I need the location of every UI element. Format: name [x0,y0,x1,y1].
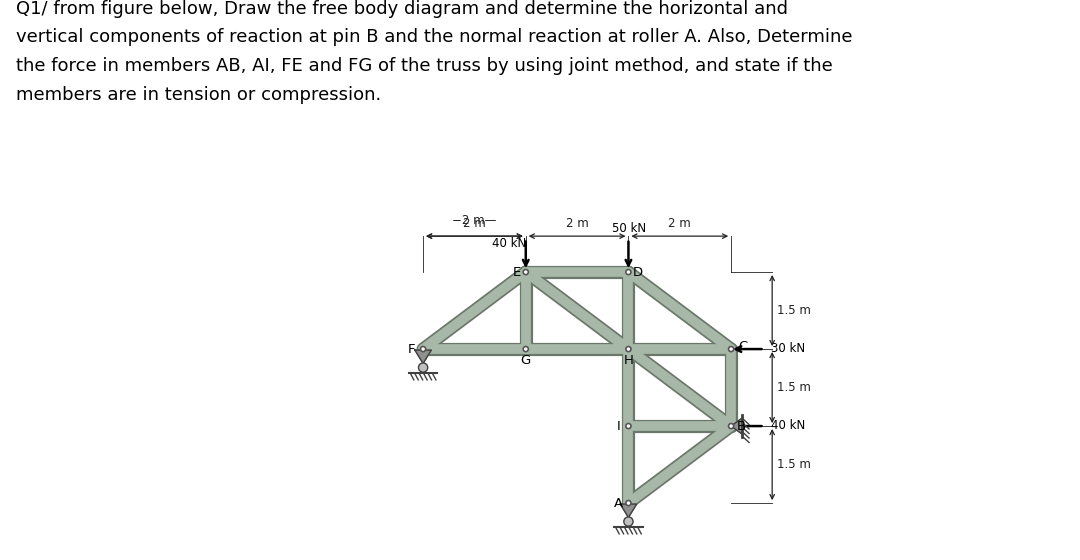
Text: 1.5 m: 1.5 m [778,458,811,471]
Text: 1.5 m: 1.5 m [778,381,811,394]
Text: Q1/ from figure below, Draw the free body diagram and determine the horizontal a: Q1/ from figure below, Draw the free bod… [16,0,853,104]
Text: 40 kN: 40 kN [492,237,526,250]
Polygon shape [620,504,636,517]
Text: C: C [738,340,747,353]
Circle shape [523,347,528,352]
Circle shape [523,269,528,274]
Text: B: B [737,419,746,432]
Text: H: H [623,354,633,367]
Circle shape [729,423,733,428]
Text: 2 m: 2 m [566,217,589,230]
Text: 50 kN: 50 kN [612,222,647,235]
Text: F: F [408,343,416,356]
Text: G: G [521,354,531,367]
Text: 2 m: 2 m [669,217,691,230]
Circle shape [624,517,633,526]
Text: A: A [613,497,623,510]
Circle shape [729,347,733,352]
Text: D: D [633,265,643,278]
Text: 2 m: 2 m [463,217,486,230]
Circle shape [626,501,631,506]
Text: 1.5 m: 1.5 m [778,304,811,317]
Circle shape [420,347,426,352]
Circle shape [626,269,631,274]
Circle shape [626,423,631,428]
Text: −2 m—: −2 m— [453,214,497,227]
Circle shape [418,363,428,372]
Text: I: I [617,419,620,432]
Text: E: E [512,265,521,278]
Text: 40 kN: 40 kN [771,418,806,432]
Polygon shape [731,418,742,435]
Polygon shape [415,350,431,363]
Circle shape [626,347,631,352]
Text: 30 kN: 30 kN [771,342,806,354]
